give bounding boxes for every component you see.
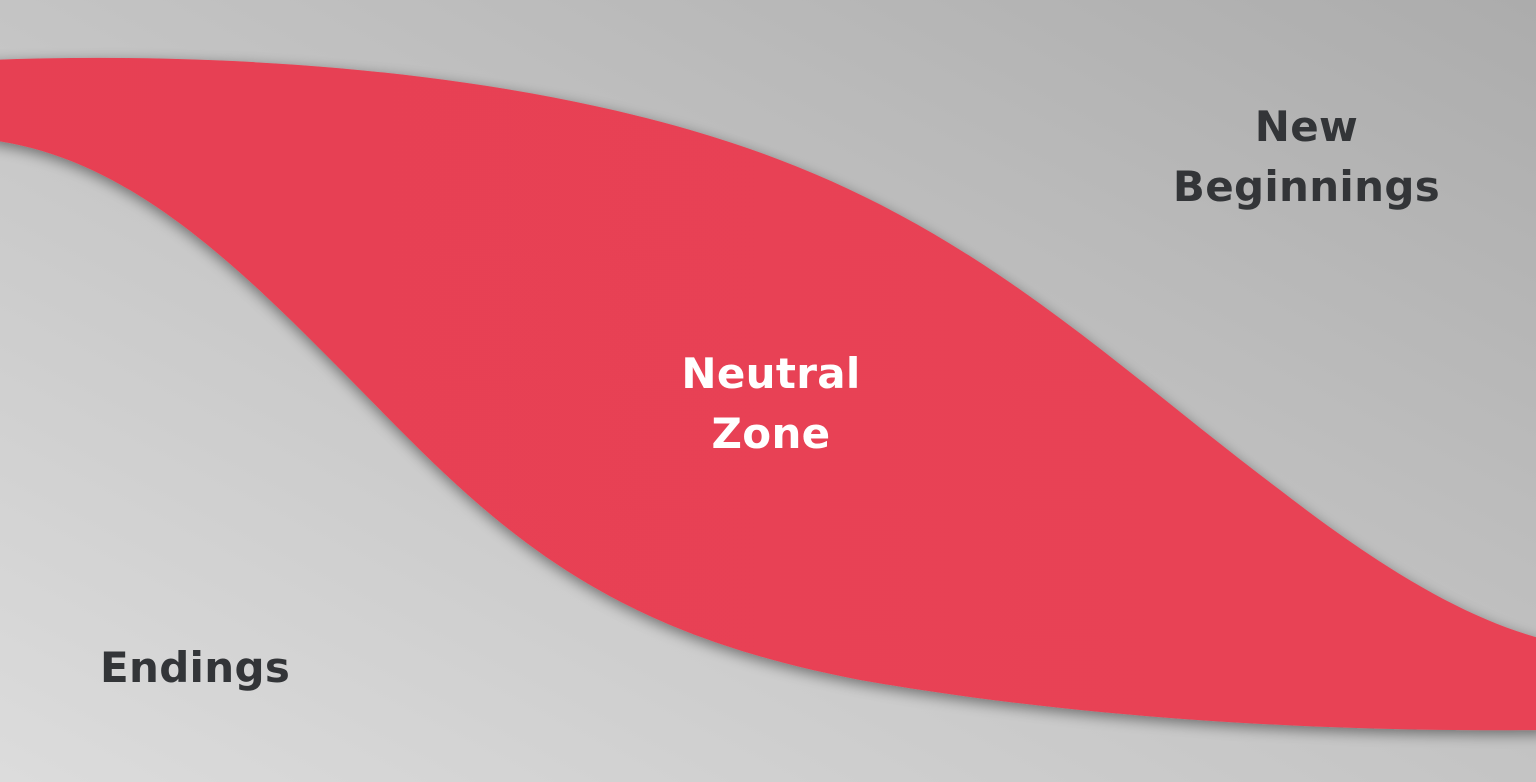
neutral-zone-band <box>0 57 1536 731</box>
neutral-zone-label: Neutral Zone <box>671 344 871 464</box>
new-beginnings-label: New Beginnings <box>1173 97 1440 217</box>
new-beginnings-line-2: Beginnings <box>1172 162 1440 211</box>
endings-label: Endings <box>100 638 290 698</box>
neutral-zone-line-2: Zone <box>711 409 831 458</box>
new-beginnings-line-1: New <box>1254 102 1359 151</box>
endings-text: Endings <box>100 643 291 692</box>
neutral-zone-line-1: Neutral <box>681 349 861 398</box>
